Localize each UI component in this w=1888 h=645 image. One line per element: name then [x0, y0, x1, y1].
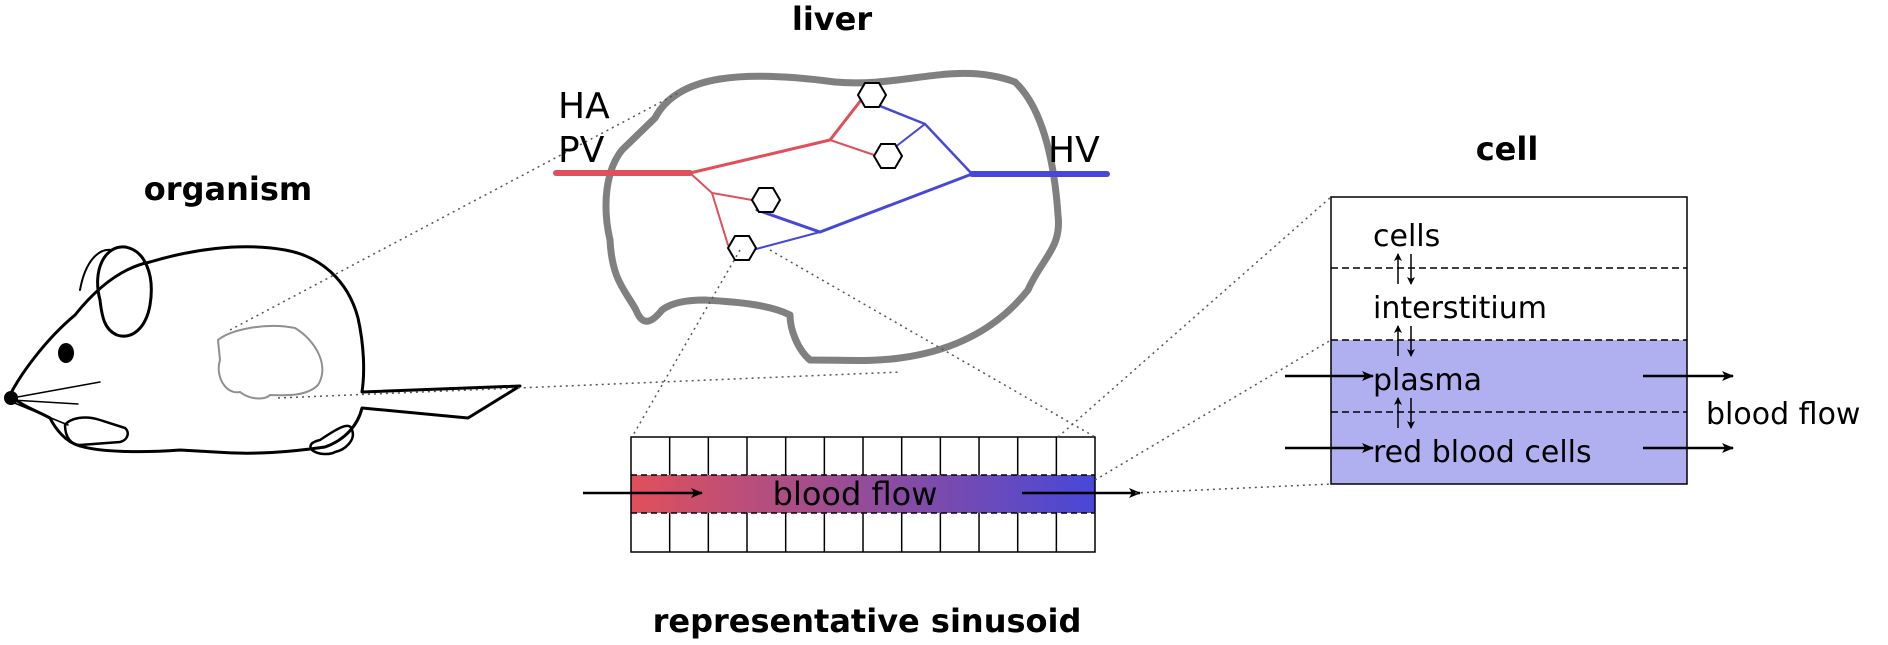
exchange-arrows [1394, 253, 1415, 429]
mouse-front-foot [63, 416, 129, 447]
sinusoid-blood-channel [631, 475, 1095, 513]
cell-flow-label: blood flow [1706, 397, 1860, 432]
sinusoid-flow-label: blood flow [773, 475, 938, 513]
hexagon [726, 235, 758, 261]
layer-label-red-blood-cells: red blood cells [1373, 435, 1592, 470]
hexagon [750, 187, 782, 213]
hexagon [872, 143, 904, 169]
mouse-body [8, 245, 522, 455]
liver-title: liver [792, 0, 873, 38]
mouse-liver-outline [216, 324, 324, 400]
whisker [11, 399, 79, 405]
mouse-eye [58, 343, 74, 363]
cell-flow-arrows [1285, 371, 1734, 453]
hexagon [856, 82, 888, 108]
whisker [11, 401, 69, 426]
organism-title: organism [144, 170, 312, 208]
arterial-tree [553, 93, 881, 246]
mouse-ear-inner [79, 248, 113, 291]
mouse-illustration [8, 245, 522, 456]
cell-compartment-diagram [1330, 196, 1688, 485]
layer-label-plasma: plasma [1373, 363, 1482, 398]
sinusoid-title: representative sinusoid [653, 602, 1082, 640]
sinusoid-cell-dividers [668, 437, 1058, 552]
venous-tree [744, 100, 1110, 253]
cell-title: cell [1476, 130, 1539, 168]
portal-vein-label: PV [558, 130, 605, 171]
zoom-connector-lines [229, 91, 1332, 494]
mouse-nose [4, 391, 18, 405]
mouse-hind-foot [309, 424, 355, 456]
layer-label-cells: cells [1373, 219, 1440, 254]
hepatic-artery-label: HA [558, 86, 610, 127]
sinusoid-diagram [630, 436, 1096, 553]
whisker [11, 381, 101, 399]
hepatic-vein-label: HV [1048, 130, 1100, 171]
liver-outline [602, 69, 1063, 364]
layer-label-interstitium: interstitium [1373, 291, 1547, 326]
mouse-ear [96, 245, 153, 338]
lobule-hexagons [726, 82, 904, 261]
